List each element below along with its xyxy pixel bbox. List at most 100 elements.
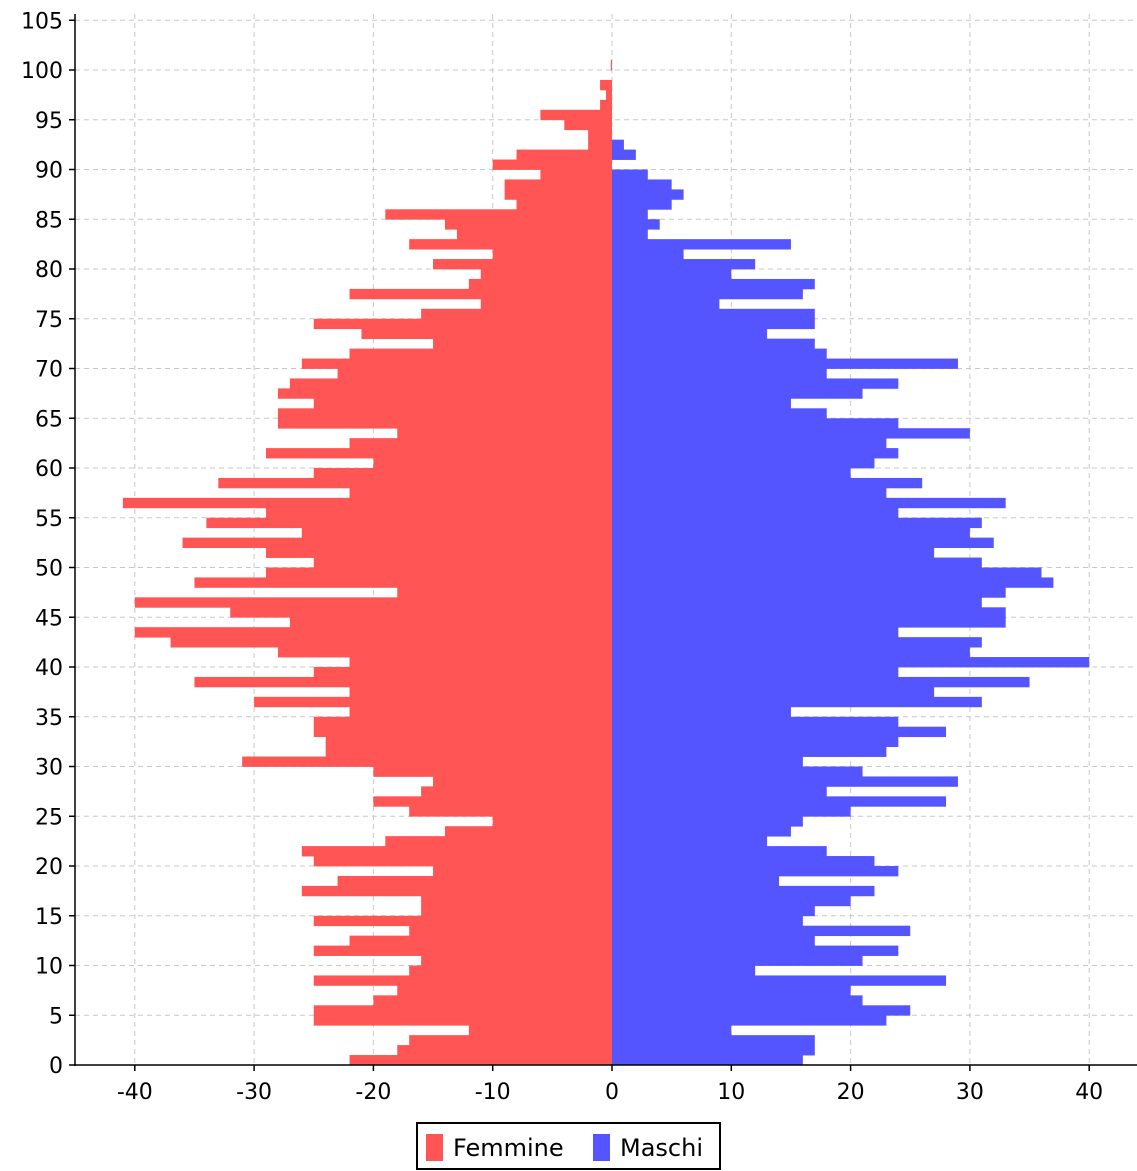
bar-maschi-age-50 <box>612 557 982 568</box>
bar-maschi-age-39 <box>612 667 899 678</box>
x-tick-label: 40 <box>1075 1080 1103 1105</box>
bar-femmine-age-0 <box>349 1055 612 1066</box>
bar-maschi-age-69 <box>612 368 827 379</box>
bar-femmine-age-66 <box>313 398 612 409</box>
bar-maschi-age-37 <box>612 686 935 698</box>
bar-femmine-age-47 <box>397 587 612 598</box>
bar-maschi-age-72 <box>612 338 815 349</box>
bar-maschi-age-2 <box>612 1035 815 1046</box>
bar-maschi-age-14 <box>612 915 803 927</box>
bar-femmine-age-48 <box>194 577 612 588</box>
bar-femmine-age-65 <box>277 408 612 419</box>
bar-femmine-age-2 <box>409 1035 612 1046</box>
x-tick-label: -10 <box>475 1080 511 1105</box>
bar-femmine-age-24 <box>492 816 612 827</box>
bar-femmine-age-37 <box>349 686 612 698</box>
bar-maschi-age-9 <box>612 965 756 976</box>
bar-maschi-age-5 <box>612 1005 911 1016</box>
bar-maschi-age-34 <box>612 716 899 728</box>
bar-maschi-age-63 <box>612 428 970 439</box>
bar-femmine-age-55 <box>266 507 612 519</box>
x-tick-label: -40 <box>117 1080 153 1105</box>
bar-femmine-age-85 <box>385 209 612 220</box>
bar-maschi-age-19 <box>612 866 899 877</box>
bar-femmine-age-88 <box>504 179 612 190</box>
bar-femmine-age-100 <box>610 60 612 71</box>
y-tick-label: 30 <box>35 756 63 781</box>
bar-maschi-age-73 <box>612 328 768 340</box>
y-tick-label: 35 <box>35 706 63 731</box>
bar-maschi-age-48 <box>612 577 1054 588</box>
bar-femmine-age-60 <box>373 458 612 469</box>
bar-femmine-age-63 <box>397 428 612 439</box>
bar-maschi-age-89 <box>612 169 648 180</box>
bar-maschi-age-28 <box>612 776 958 787</box>
bar-maschi-age-24 <box>612 816 803 827</box>
bar-maschi-age-41 <box>612 647 970 658</box>
bar-femmine-age-44 <box>289 617 612 628</box>
bar-maschi-age-26 <box>612 796 947 807</box>
y-tick-label: 0 <box>49 1054 63 1079</box>
bar-maschi-age-59 <box>612 468 851 479</box>
bar-maschi-age-7 <box>612 985 851 996</box>
y-tick-label: 65 <box>35 407 63 432</box>
bar-femmine-age-3 <box>468 1025 612 1036</box>
bar-femmine-age-97 <box>606 89 612 101</box>
bar-femmine-age-56 <box>122 497 613 509</box>
bar-maschi-age-35 <box>612 706 791 718</box>
x-tick-label: 0 <box>605 1080 619 1105</box>
bar-maschi-age-38 <box>612 676 1030 688</box>
bar-femmine-age-4 <box>313 1015 612 1026</box>
bar-maschi-age-43 <box>612 627 899 638</box>
bar-maschi-age-49 <box>612 567 1042 578</box>
bar-femmine-age-58 <box>218 477 612 489</box>
bar-femmine-age-57 <box>349 487 612 499</box>
bar-maschi-age-44 <box>612 617 1006 628</box>
bar-maschi-age-67 <box>612 388 863 399</box>
bar-femmine-age-17 <box>301 885 612 897</box>
y-tick-label: 10 <box>35 955 63 980</box>
y-tick-label: 70 <box>35 358 63 383</box>
bar-maschi-age-74 <box>612 318 815 330</box>
bar-femmine-age-26 <box>373 796 612 807</box>
y-ticks: 0 5 10 15 20 25 30 35 40 45 50 55 60 65 70 75 80 85 90 95 10… <box>21 9 75 1079</box>
bar-femmine-age-6 <box>373 995 612 1006</box>
bar-femmine-age-1 <box>397 1045 612 1056</box>
bar-maschi-age-66 <box>612 398 791 409</box>
bar-maschi-age-58 <box>612 477 923 489</box>
bar-femmine-age-61 <box>266 448 612 459</box>
bar-femmine-age-54 <box>206 517 612 529</box>
bar-femmine-age-59 <box>313 468 612 479</box>
legend-box <box>416 1122 721 1170</box>
bar-maschi-age-82 <box>612 239 791 250</box>
y-tick-label: 95 <box>35 109 63 134</box>
bar-maschi-age-8 <box>612 975 947 986</box>
bar-femmine-age-45 <box>230 607 613 618</box>
bar-femmine-age-91 <box>516 149 612 160</box>
bar-maschi-age-55 <box>612 507 899 519</box>
bar-femmine-age-42 <box>170 637 612 648</box>
bar-femmine-age-84 <box>444 219 612 230</box>
bar-femmine-age-72 <box>433 338 612 349</box>
bar-maschi-age-17 <box>612 885 875 897</box>
bar-femmine-age-83 <box>456 229 612 240</box>
legend: Femmine Maschi <box>416 1122 721 1170</box>
bar-maschi-age-70 <box>612 358 958 369</box>
bar-maschi-age-76 <box>612 298 720 310</box>
bar-maschi-age-42 <box>612 637 982 648</box>
bar-maschi-age-57 <box>612 487 887 499</box>
bar-femmine-age-69 <box>337 368 612 379</box>
bar-maschi-age-80 <box>612 259 756 270</box>
bar-maschi-age-53 <box>612 527 970 539</box>
bar-maschi-age-22 <box>612 836 768 847</box>
bar-femmine-age-90 <box>492 159 612 170</box>
bar-maschi-age-91 <box>612 149 636 160</box>
bar-femmine-age-40 <box>349 657 612 668</box>
bar-femmine-age-62 <box>349 438 612 449</box>
bar-femmine-age-18 <box>337 875 612 887</box>
bar-femmine-age-15 <box>421 905 612 917</box>
bar-femmine-age-67 <box>277 388 612 399</box>
bar-maschi-age-61 <box>612 448 899 459</box>
axes <box>74 14 1137 1066</box>
